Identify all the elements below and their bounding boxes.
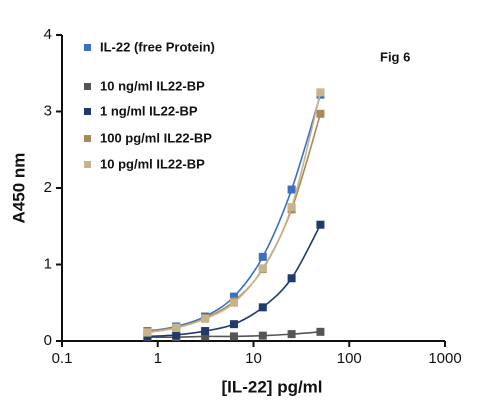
x-tick-label: 1000 — [428, 350, 461, 367]
point — [258, 264, 267, 273]
annotation: Fig 6 — [380, 49, 410, 64]
y-tick-label: 2 — [44, 179, 52, 196]
legend-marker — [84, 44, 91, 51]
legend-label: 10 pg/ml IL22-BP — [100, 156, 205, 171]
x-tick-label: 1 — [154, 350, 162, 367]
point — [287, 185, 296, 194]
x-axis-label: [IL-22] pg/ml — [221, 377, 322, 396]
point — [201, 327, 210, 336]
y-tick-label: 1 — [44, 255, 52, 272]
point — [229, 332, 238, 341]
point — [172, 330, 181, 339]
legend-label: 100 pg/ml IL22-BP — [100, 130, 212, 145]
point — [258, 331, 267, 340]
legend-marker — [84, 135, 91, 142]
point — [258, 252, 267, 261]
point — [287, 330, 296, 339]
legend-label: IL-22 (free Protein) — [100, 39, 215, 54]
point — [316, 220, 325, 229]
point — [229, 320, 238, 329]
point — [201, 314, 210, 323]
legend-marker — [84, 108, 91, 115]
point — [287, 203, 296, 212]
y-tick-label: 4 — [44, 26, 52, 43]
y-axis-label: A450 nm — [9, 153, 28, 224]
point — [172, 323, 181, 332]
point — [143, 328, 152, 337]
point — [287, 274, 296, 283]
point — [316, 109, 325, 118]
legend-label: 1 ng/ml IL22-BP — [100, 103, 198, 118]
point — [258, 303, 267, 312]
point — [229, 298, 238, 307]
x-tick-label: 10 — [245, 350, 262, 367]
point — [229, 292, 238, 301]
point — [201, 332, 210, 341]
legend-marker — [84, 83, 91, 90]
legend-label: 10 ng/ml IL22-BP — [100, 78, 205, 93]
y-tick-label: 3 — [44, 102, 52, 119]
x-tick-label: 100 — [337, 350, 362, 367]
x-tick-label: 0.1 — [52, 350, 73, 367]
y-tick-label: 0 — [44, 332, 52, 349]
point — [316, 88, 325, 97]
point — [316, 327, 325, 336]
legend-marker — [84, 161, 91, 168]
